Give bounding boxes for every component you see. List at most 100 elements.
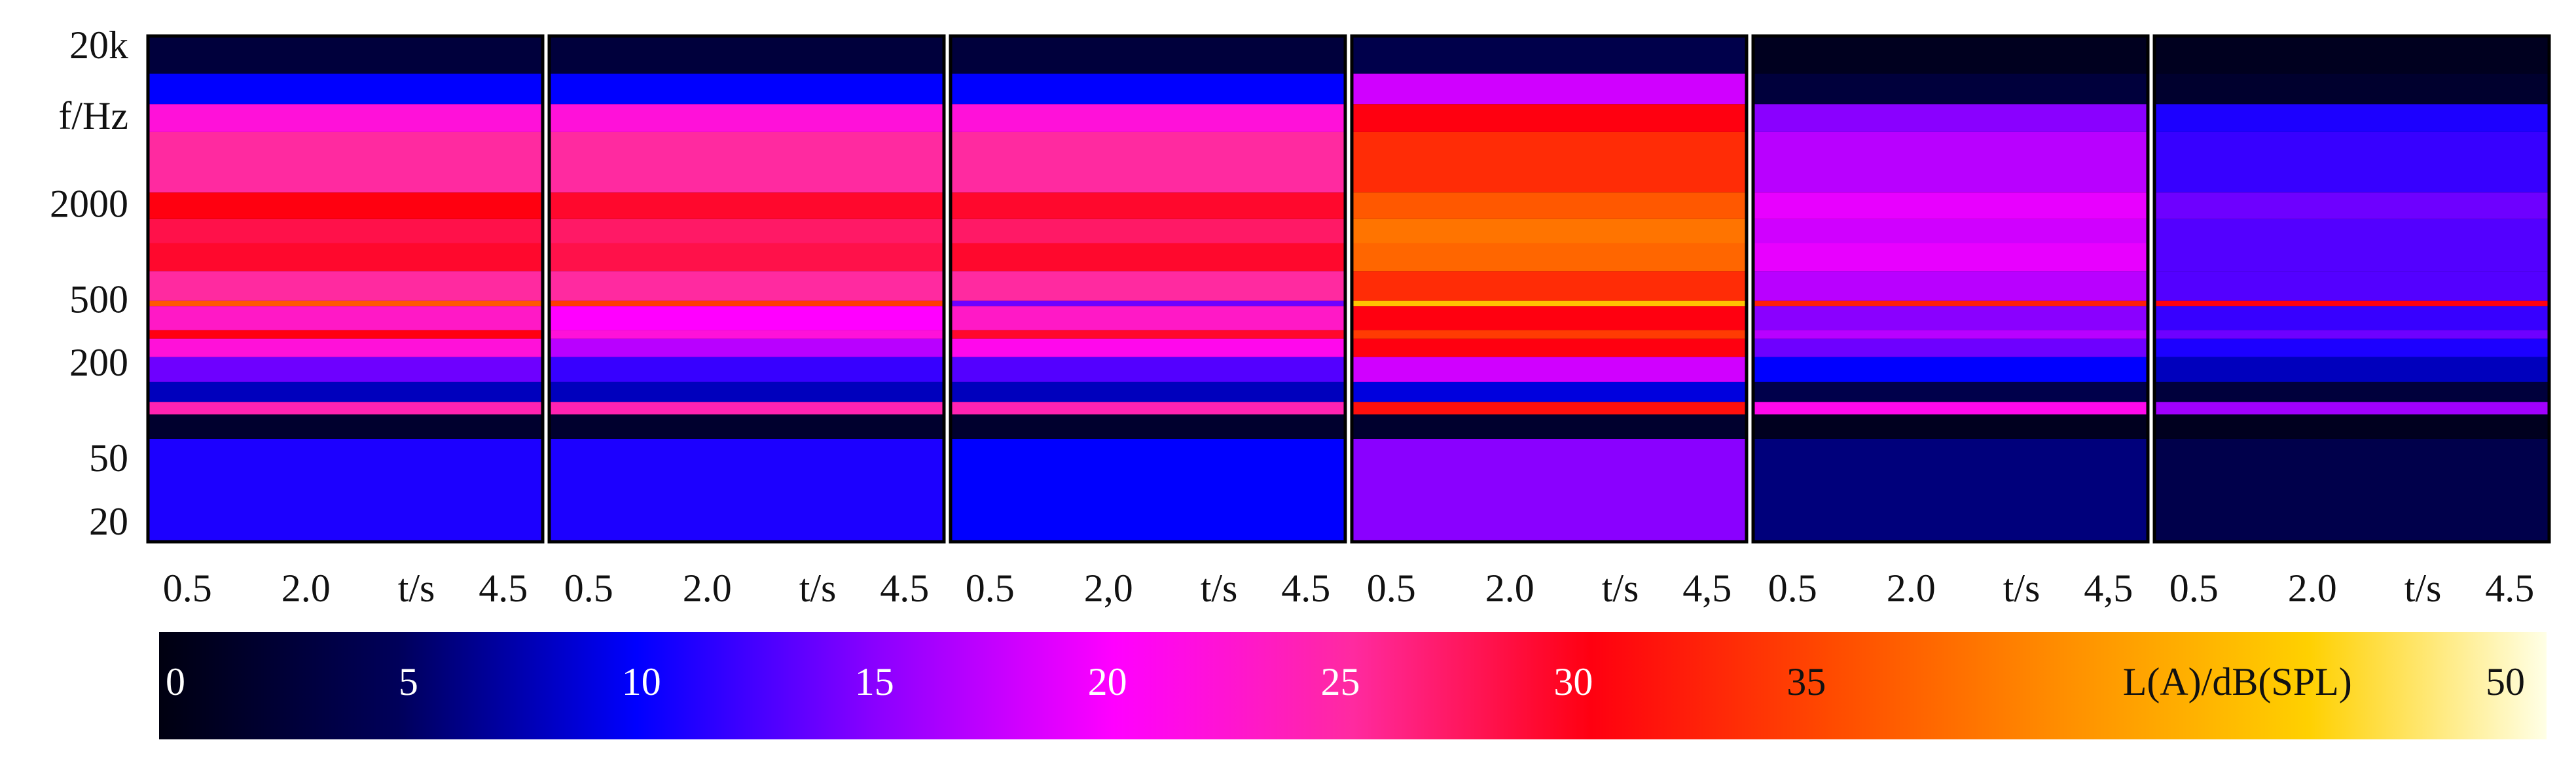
spectrogram-band [148,306,543,330]
spectrogram-band [148,104,543,132]
spectrogram-band [2154,300,2549,307]
spectrogram-band [951,192,1345,219]
x-tick-label: 2.0 [1485,567,1534,610]
spectrogram-band [1352,192,1747,219]
spectrogram-band [148,73,543,105]
spectrogram-band [1753,357,2148,382]
colorbar-label: L(A)/dB(SPL) [2123,660,2352,703]
x-tick-label: 0.5 [2169,567,2219,610]
spectrogram-band [2154,381,2549,402]
spectrogram-band [549,438,944,542]
spectrogram-band [1753,338,2148,357]
spectrogram-band [549,36,944,74]
spectrogram-band [1352,414,1747,439]
spectrogram-band [1352,73,1747,105]
spectrogram-band [951,271,1345,301]
spectrogram-band [148,132,543,193]
x-tick-label: 2.0 [281,567,331,610]
spectrogram-band [549,132,944,193]
y-tick-label: 20 [89,500,128,543]
spectrogram-band [549,243,944,272]
panel-border [547,34,946,544]
spectrogram-band [148,243,543,272]
spectrogram-band [148,219,543,243]
spectrogram-band [148,192,543,219]
spectrogram-band [951,338,1345,357]
colorbar-tick-label: 35 [1787,660,1826,703]
x-tick-label: 4.5 [1281,567,1330,610]
x-tick-label: 0.5 [163,567,212,610]
spectrogram-band [951,414,1345,439]
spectrogram-band [1753,438,2148,542]
colorbar-tick-label: 50 [2486,660,2525,703]
spectrogram-band [2154,330,2549,339]
panel-border [1350,34,1749,544]
y-tick-label: 2000 [50,182,128,225]
spectrogram-band [1753,271,2148,301]
x-axis-label: t/s [398,567,435,610]
colorbar-tick-label: 10 [622,660,661,703]
spectrogram-band [1753,330,2148,339]
spectrogram-panel [547,34,946,544]
panel-border [2152,34,2551,544]
spectrogram-band [148,402,543,415]
spectrogram-band [951,36,1345,74]
x-tick-label: 4,5 [2084,567,2133,610]
x-axis-label: t/s [799,567,837,610]
spectrogram-band [1753,36,2148,74]
spectrogram-band [148,438,543,542]
x-tick-label: 0.5 [564,567,613,610]
spectrogram-band [1753,414,2148,439]
spectrogram-band [951,300,1345,307]
spectrogram-band [549,414,944,439]
spectrogram-band [2154,36,2549,74]
panel-border [1751,34,2150,544]
spectrogram-band [951,357,1345,382]
spectrogram-band [951,381,1345,402]
spectrogram-band [549,402,944,415]
x-axis-label: t/s [1602,567,1639,610]
spectrogram-band [1352,104,1747,132]
x-axis-label: t/s [2404,567,2442,610]
spectrogram-band [549,381,944,402]
x-tick-label: 2.0 [1887,567,1936,610]
spectrogram-band [1352,132,1747,193]
spectrogram-band [549,338,944,357]
spectrogram-band [1352,243,1747,272]
spectrogram-band [148,36,543,74]
colorbar-tick-label: 30 [1553,660,1593,703]
x-tick-label: 4,5 [1682,567,1732,610]
spectrogram-band [549,330,944,339]
spectrogram-band [148,300,543,307]
spectrogram-band [1352,36,1747,74]
spectrogram-panel [1751,34,2150,544]
y-tick-label: 20k [69,24,128,67]
spectrogram-band [1352,271,1747,301]
spectrogram-band [148,381,543,402]
spectrogram-band [549,300,944,307]
spectrogram-band [1352,300,1747,307]
spectrogram-band [1753,306,2148,330]
spectrogram-band [549,271,944,301]
colorbar-tick-label: 5 [399,660,418,703]
spectrogram-band [2154,271,2549,301]
spectrogram-band [549,192,944,219]
spectrogram-band [2154,192,2549,219]
y-axis-label: f/Hz [58,94,128,137]
spectrogram-band [2154,243,2549,272]
spectrogram-band [951,402,1345,415]
spectrogram-band [1352,219,1747,243]
x-tick-label: 4.5 [479,567,528,610]
spectrogram-band [951,330,1345,339]
spectrogram-band [549,73,944,105]
spectrogram-band [951,132,1345,193]
spectrogram-band [1753,132,2148,193]
spectrogram-band [549,357,944,382]
spectrogram-band [2154,104,2549,132]
colorbar-tick-label: 20 [1088,660,1127,703]
panel-border [949,34,1347,544]
spectrogram-band [951,104,1345,132]
x-axis-label: t/s [2003,567,2041,610]
x-tick-label: 2.0 [683,567,732,610]
